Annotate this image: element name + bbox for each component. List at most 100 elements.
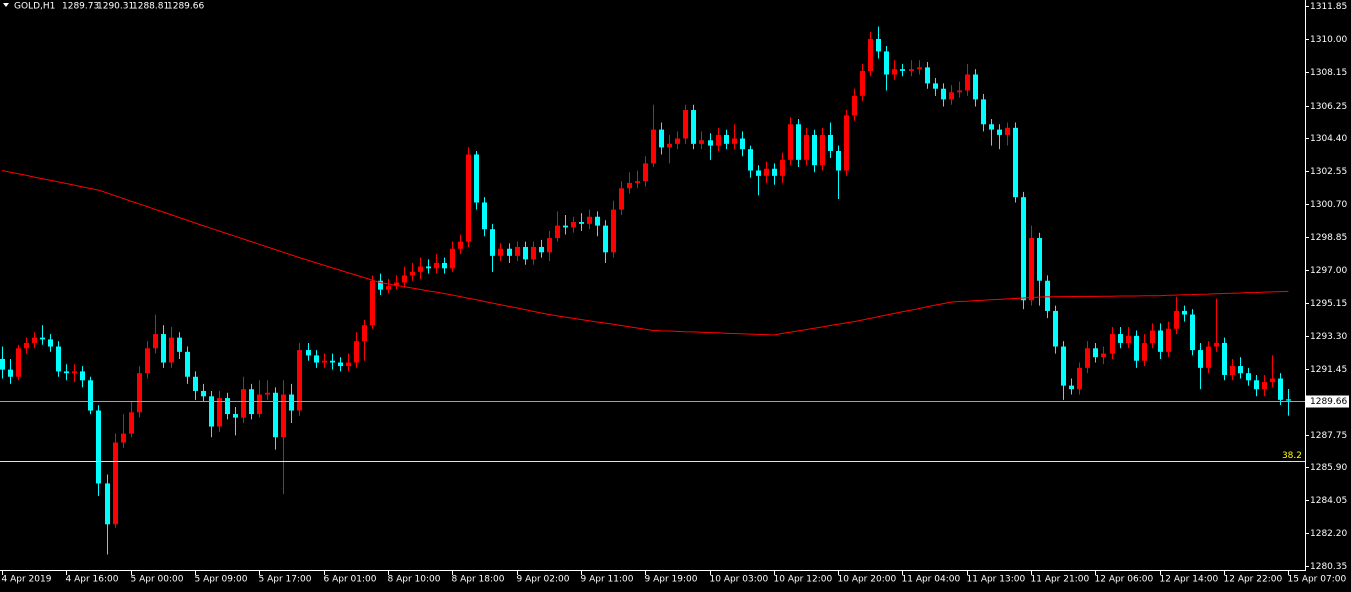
candle-body	[96, 410, 101, 484]
y-tick-label: 1291.45	[1310, 365, 1347, 375]
candle-body	[724, 134, 729, 144]
x-tick-label: 11 Apr 13:00	[967, 575, 1026, 585]
y-tick-label: 1304.40	[1310, 134, 1347, 144]
price-label-box	[1306, 395, 1349, 408]
x-tick-label: 10 Apr 03:00	[710, 575, 769, 585]
x-tick-label: 12 Apr 22:00	[1224, 575, 1283, 585]
candle-body	[161, 334, 166, 363]
menu-triangle[interactable]	[3, 3, 9, 7]
candle-body	[675, 138, 680, 144]
candle-body	[217, 398, 222, 427]
candle-body	[105, 483, 110, 525]
candle-body	[965, 74, 970, 91]
candle-body	[515, 246, 520, 256]
x-tick-label: 11 Apr 21:00	[1031, 575, 1090, 585]
y-tick-label: 1302.55	[1310, 167, 1347, 177]
x-tick-label: 9 Apr 02:00	[517, 575, 570, 585]
candle-body	[611, 209, 616, 253]
candle-body	[362, 325, 367, 342]
candle-body	[1093, 348, 1098, 358]
candle-body	[1037, 238, 1042, 281]
candle-body	[587, 216, 592, 224]
candle-body	[1134, 335, 1139, 361]
candle-body	[8, 369, 13, 377]
candle-body	[450, 248, 455, 269]
candle-body	[490, 229, 495, 256]
candle-body	[185, 351, 190, 377]
candle-body	[1190, 314, 1195, 351]
candle-body	[64, 371, 69, 374]
candle-body	[1061, 346, 1066, 386]
x-tick-label: 8 Apr 18:00	[452, 575, 505, 585]
candle-body	[812, 134, 817, 166]
candle-body	[756, 170, 761, 176]
candle-body	[740, 138, 745, 150]
candle-body	[330, 360, 335, 363]
candle-body	[748, 149, 753, 171]
candle-body	[129, 412, 134, 434]
candle-body	[860, 70, 865, 96]
y-tick-label: 1306.25	[1310, 102, 1347, 112]
y-tick-label: 1311.85	[1310, 2, 1347, 12]
candle-body	[909, 69, 914, 71]
candle-body	[523, 246, 528, 260]
x-tick-label: 10 Apr 12:00	[774, 575, 833, 585]
candle-body	[804, 134, 809, 160]
candle-body	[716, 134, 721, 146]
candle-body	[507, 248, 512, 256]
candle-body	[531, 246, 536, 260]
candle-body	[836, 150, 841, 171]
y-tick-label: 1308.15	[1310, 68, 1347, 78]
candle-body	[876, 38, 881, 52]
candle-body	[346, 362, 351, 367]
x-tick-label: 10 Apr 20:00	[838, 575, 897, 585]
x-tick-label: 12 Apr 06:00	[1095, 575, 1154, 585]
y-tick-label: 1300.70	[1310, 200, 1347, 210]
x-tick-label: 15 Apr 07:00	[1288, 575, 1347, 585]
candle-body	[973, 74, 978, 100]
candle-body	[80, 371, 85, 381]
candle-body	[410, 271, 415, 276]
candle-body	[820, 134, 825, 166]
candle-body	[635, 181, 640, 183]
candle-body	[1158, 330, 1163, 352]
x-tick-label: 5 Apr 09:00	[195, 575, 248, 585]
candle-body	[571, 222, 576, 228]
candle-body	[241, 389, 246, 418]
candle-body	[579, 222, 584, 224]
candle-body	[201, 390, 206, 397]
candle-body	[1238, 366, 1243, 374]
fib-label: 38.2	[1282, 451, 1302, 461]
y-tick-label: 1280.35	[1310, 562, 1347, 572]
candle-body	[933, 83, 938, 89]
candle-body	[426, 266, 431, 269]
candle-body	[539, 246, 544, 253]
candle-body	[498, 248, 503, 256]
y-tick-label: 1282.20	[1310, 529, 1347, 539]
close-price: 1289.66	[167, 2, 204, 12]
candle-body	[56, 346, 61, 372]
candle-body	[458, 241, 463, 249]
candle-body	[627, 182, 632, 189]
y-tick-label: 1284.05	[1310, 496, 1347, 506]
candle-body	[828, 134, 833, 151]
candle-body	[1230, 366, 1235, 375]
candle-body	[892, 69, 897, 75]
candle-body	[1013, 127, 1018, 198]
candle-body	[683, 110, 688, 139]
candle-body	[1101, 353, 1106, 358]
candle-body	[917, 67, 922, 70]
candle-body	[394, 282, 399, 287]
y-tick-label: 1287.75	[1310, 431, 1347, 441]
candle-body	[981, 99, 986, 125]
candle-body	[265, 392, 270, 395]
candle-body	[997, 129, 1002, 135]
candle-body	[1222, 342, 1227, 375]
candle-body	[338, 362, 343, 367]
candle-body	[1246, 373, 1251, 381]
candle-body	[289, 394, 294, 411]
candle-body	[1214, 342, 1219, 347]
candle-body	[16, 348, 21, 377]
candle-body	[40, 337, 45, 340]
candle-body	[788, 124, 793, 160]
